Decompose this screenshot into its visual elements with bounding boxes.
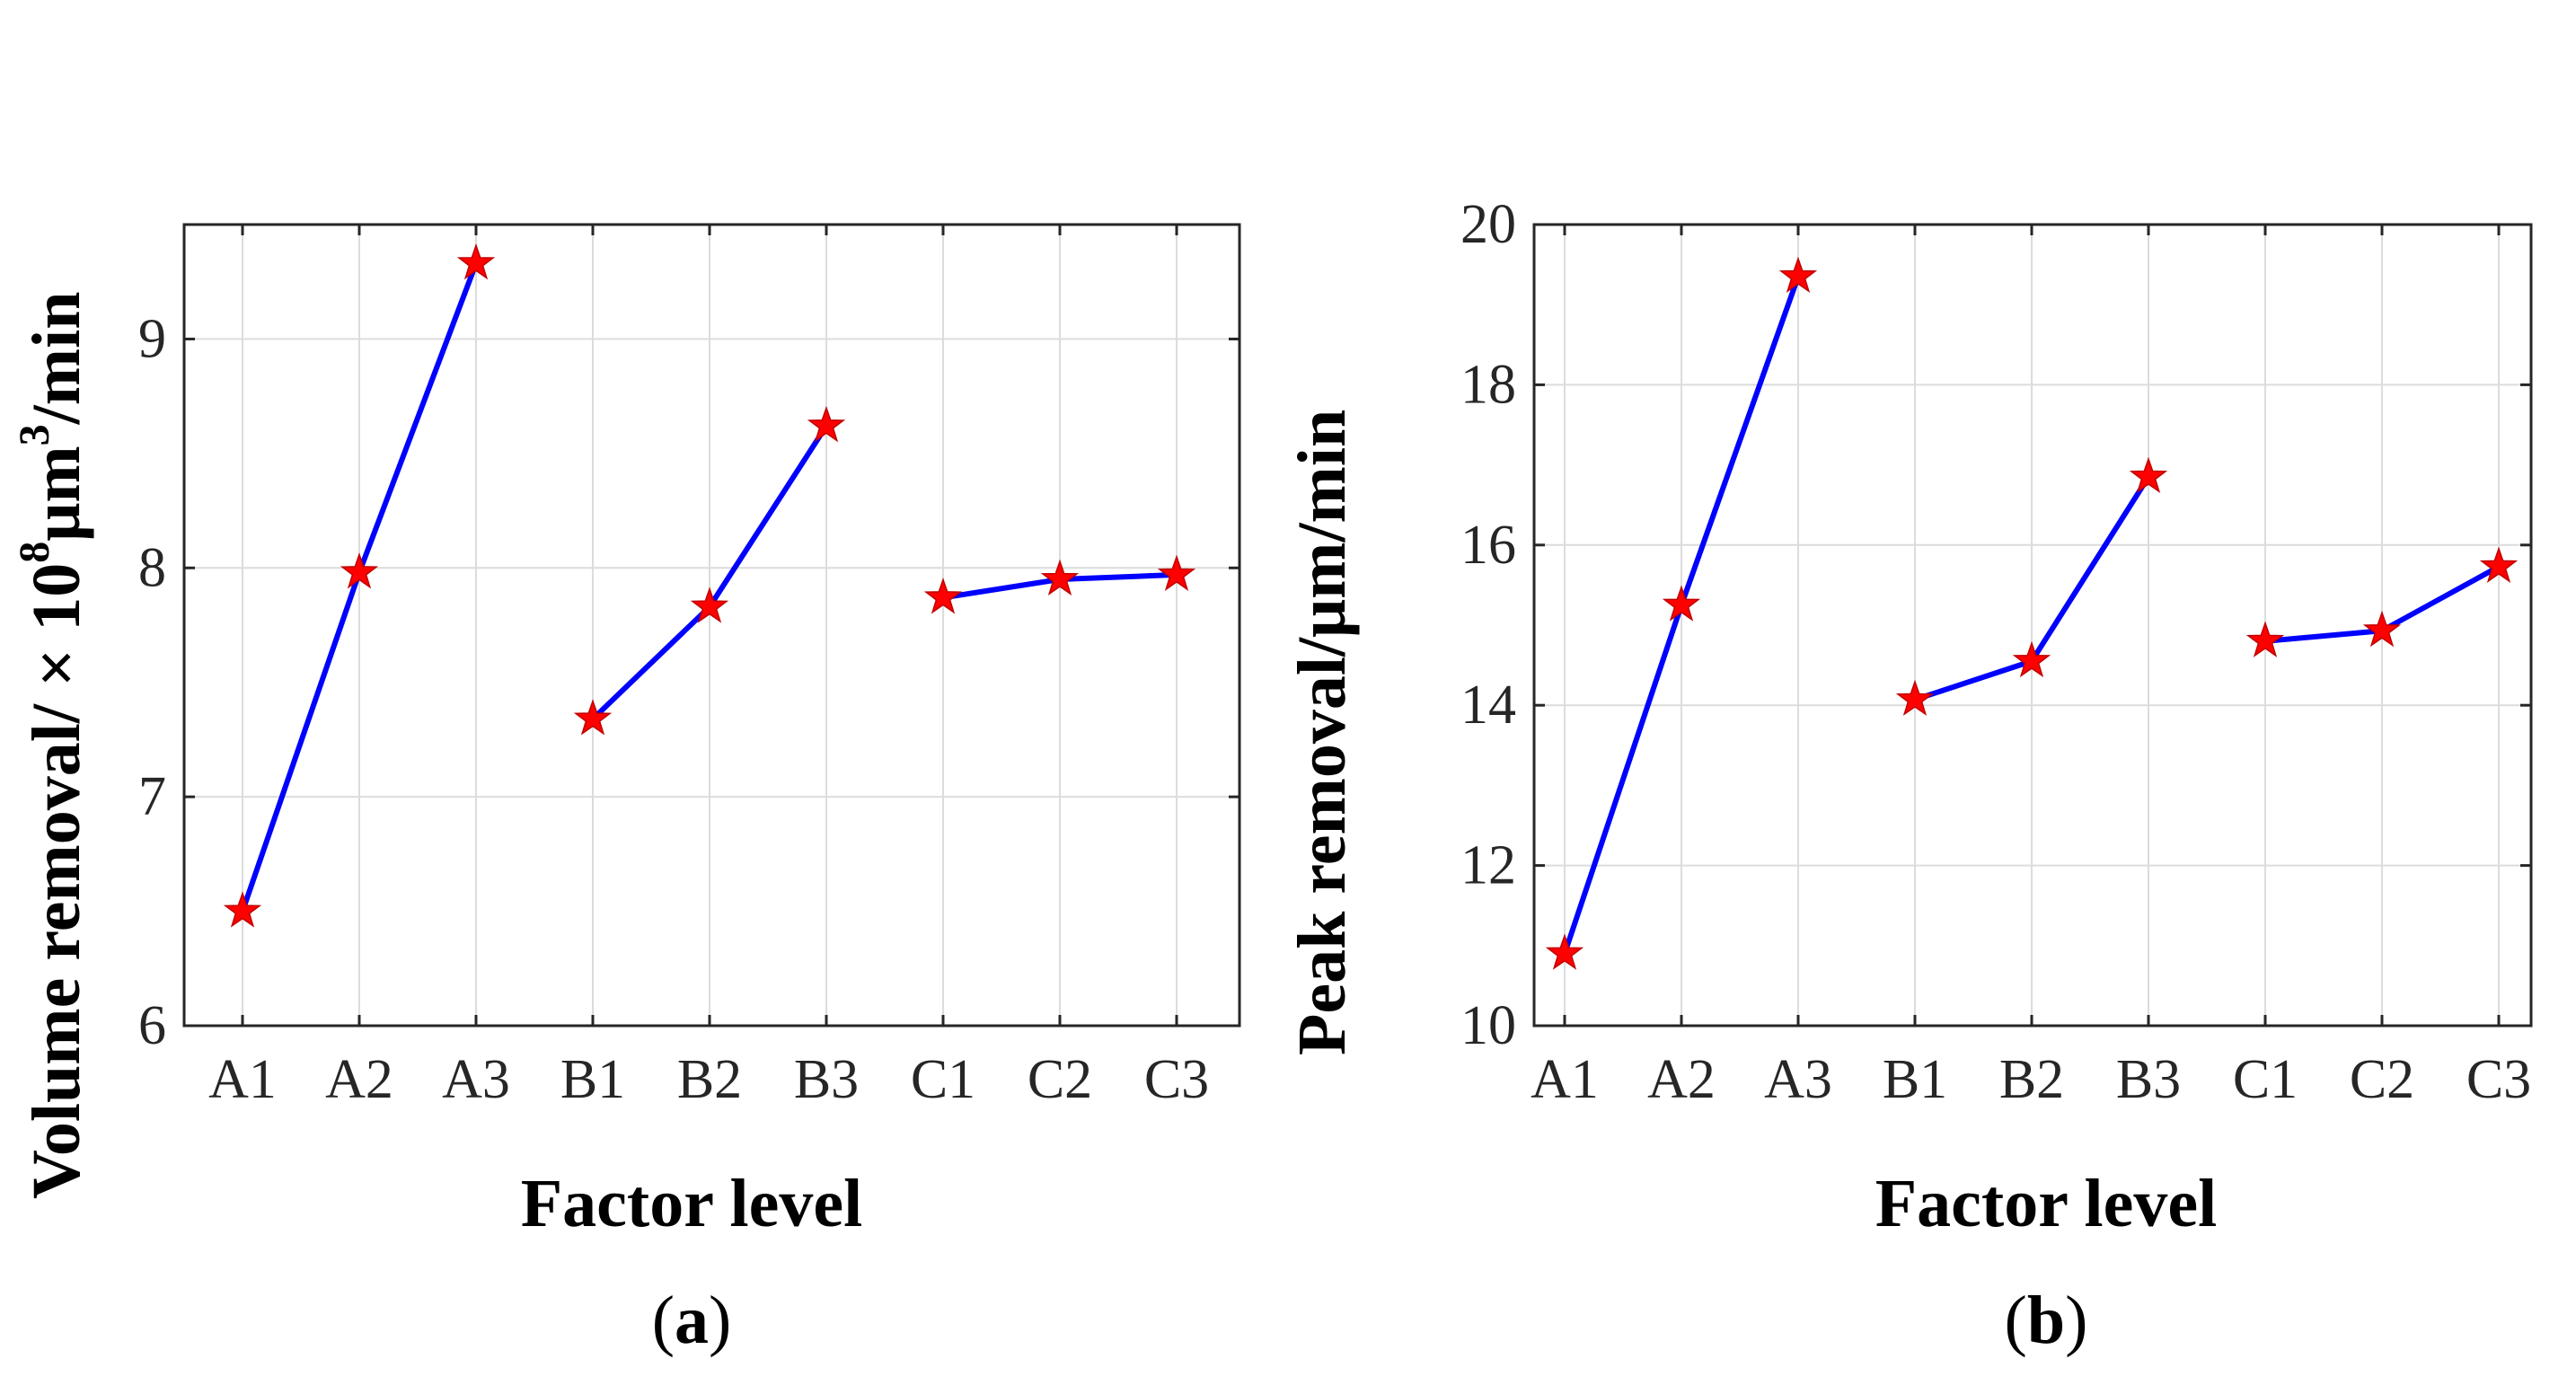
panel-letter-a: a (675, 1283, 709, 1358)
x-tick-label: B1 (1883, 1049, 1947, 1110)
x-tick-label: C2 (2350, 1049, 2414, 1110)
x-tick-label: B3 (794, 1049, 859, 1110)
y-tick-label: 6 (138, 995, 166, 1056)
x-tick-label: B1 (560, 1049, 625, 1110)
y-tick-label: 8 (138, 537, 166, 598)
y-ticks-b: 10 12 14 16 18 20 (1460, 194, 2531, 1056)
data-point-marker (2245, 621, 2285, 657)
x-ticks-b: A1 A2 A3 B1 B2 B3 C1 C2 C3 (1531, 225, 2531, 1110)
x-tick-label: C2 (1028, 1049, 1092, 1110)
x-tick-label: B2 (1999, 1049, 2064, 1110)
data-point-marker (1778, 256, 1818, 294)
x-tick-label: C3 (1144, 1049, 1209, 1110)
x-tick-label: A1 (1531, 1049, 1599, 1110)
x-axis-label-b: Factor level (1875, 1166, 2218, 1241)
series-a (223, 243, 1196, 928)
x-tick-label: A3 (442, 1049, 510, 1110)
y-axis-label-a-text: Volume removal/ × 10 (19, 563, 94, 1199)
y-ticks-a: 6 7 8 9 (138, 308, 1239, 1056)
data-point-marker (2479, 546, 2519, 583)
data-point-marker (2362, 610, 2402, 648)
data-point-marker (223, 891, 262, 928)
y-axis-label-a-unit: μm (19, 445, 94, 541)
x-axis-label-a: Factor level (521, 1166, 863, 1241)
y-axis-label-a-exp1: 8 (11, 542, 58, 563)
panel-letter-b: b (2027, 1283, 2065, 1358)
x-ticks-a: A1 A2 A3 B1 B2 B3 C1 C2 C3 (208, 225, 1209, 1110)
y-axis-label-a-exp2: 3 (11, 424, 58, 445)
x-tick-label: C3 (2466, 1049, 2531, 1110)
data-point-marker (1040, 559, 1080, 596)
data-point-marker (456, 243, 496, 280)
y-tick-label: 9 (138, 308, 166, 369)
data-point-marker (690, 587, 729, 623)
x-tick-label: A1 (208, 1049, 277, 1110)
data-point-marker (2129, 456, 2168, 494)
y-axis-label-a-tail: /min (19, 292, 94, 426)
y-tick-label: 18 (1460, 354, 1516, 415)
data-point-marker (2012, 640, 2051, 678)
y-tick-label: 16 (1460, 515, 1516, 576)
data-point-marker (807, 406, 846, 443)
x-tick-label: C1 (911, 1049, 975, 1110)
x-tick-label: C1 (2233, 1049, 2298, 1110)
y-tick-label: 10 (1460, 995, 1516, 1056)
data-point-marker (1662, 585, 1701, 622)
series-b (1545, 256, 2519, 970)
chart-panel-a: 6 7 8 9 A1 A2 A3 B1 B2 B3 C1 C2 C3 Volume removal/ … (11, 223, 1241, 1358)
x-tick-label: A2 (1647, 1049, 1716, 1110)
x-tick-label: A2 (325, 1049, 393, 1110)
panel-label-b: (b) (2005, 1283, 2088, 1358)
y-tick-label: 20 (1460, 194, 1516, 255)
data-point-marker (1545, 933, 1584, 970)
panel-label-a: (a) (652, 1283, 732, 1358)
data-point-marker (923, 578, 963, 614)
y-axis-label-a: Volume removal/ × 108μm3/min (11, 292, 94, 1200)
data-point-marker (1895, 679, 1935, 716)
y-tick-label: 7 (138, 766, 166, 827)
x-tick-label: B3 (2116, 1049, 2181, 1110)
data-point-marker (1157, 554, 1196, 591)
y-axis-label-b: Peak removal/μm/min (1284, 410, 1360, 1055)
x-tick-label: B2 (677, 1049, 742, 1110)
chart-panel-b: 10 12 14 16 18 20 A1 A2 A3 B1 B2 B3 C1 C2 C3 Peak rem… (1284, 194, 2533, 1358)
y-tick-label: 12 (1460, 835, 1516, 896)
x-tick-label: A3 (1764, 1049, 1832, 1110)
data-point-marker (573, 699, 613, 736)
plot-area-a (182, 223, 1241, 1028)
data-point-marker (340, 552, 379, 589)
y-tick-label: 14 (1460, 675, 1516, 736)
